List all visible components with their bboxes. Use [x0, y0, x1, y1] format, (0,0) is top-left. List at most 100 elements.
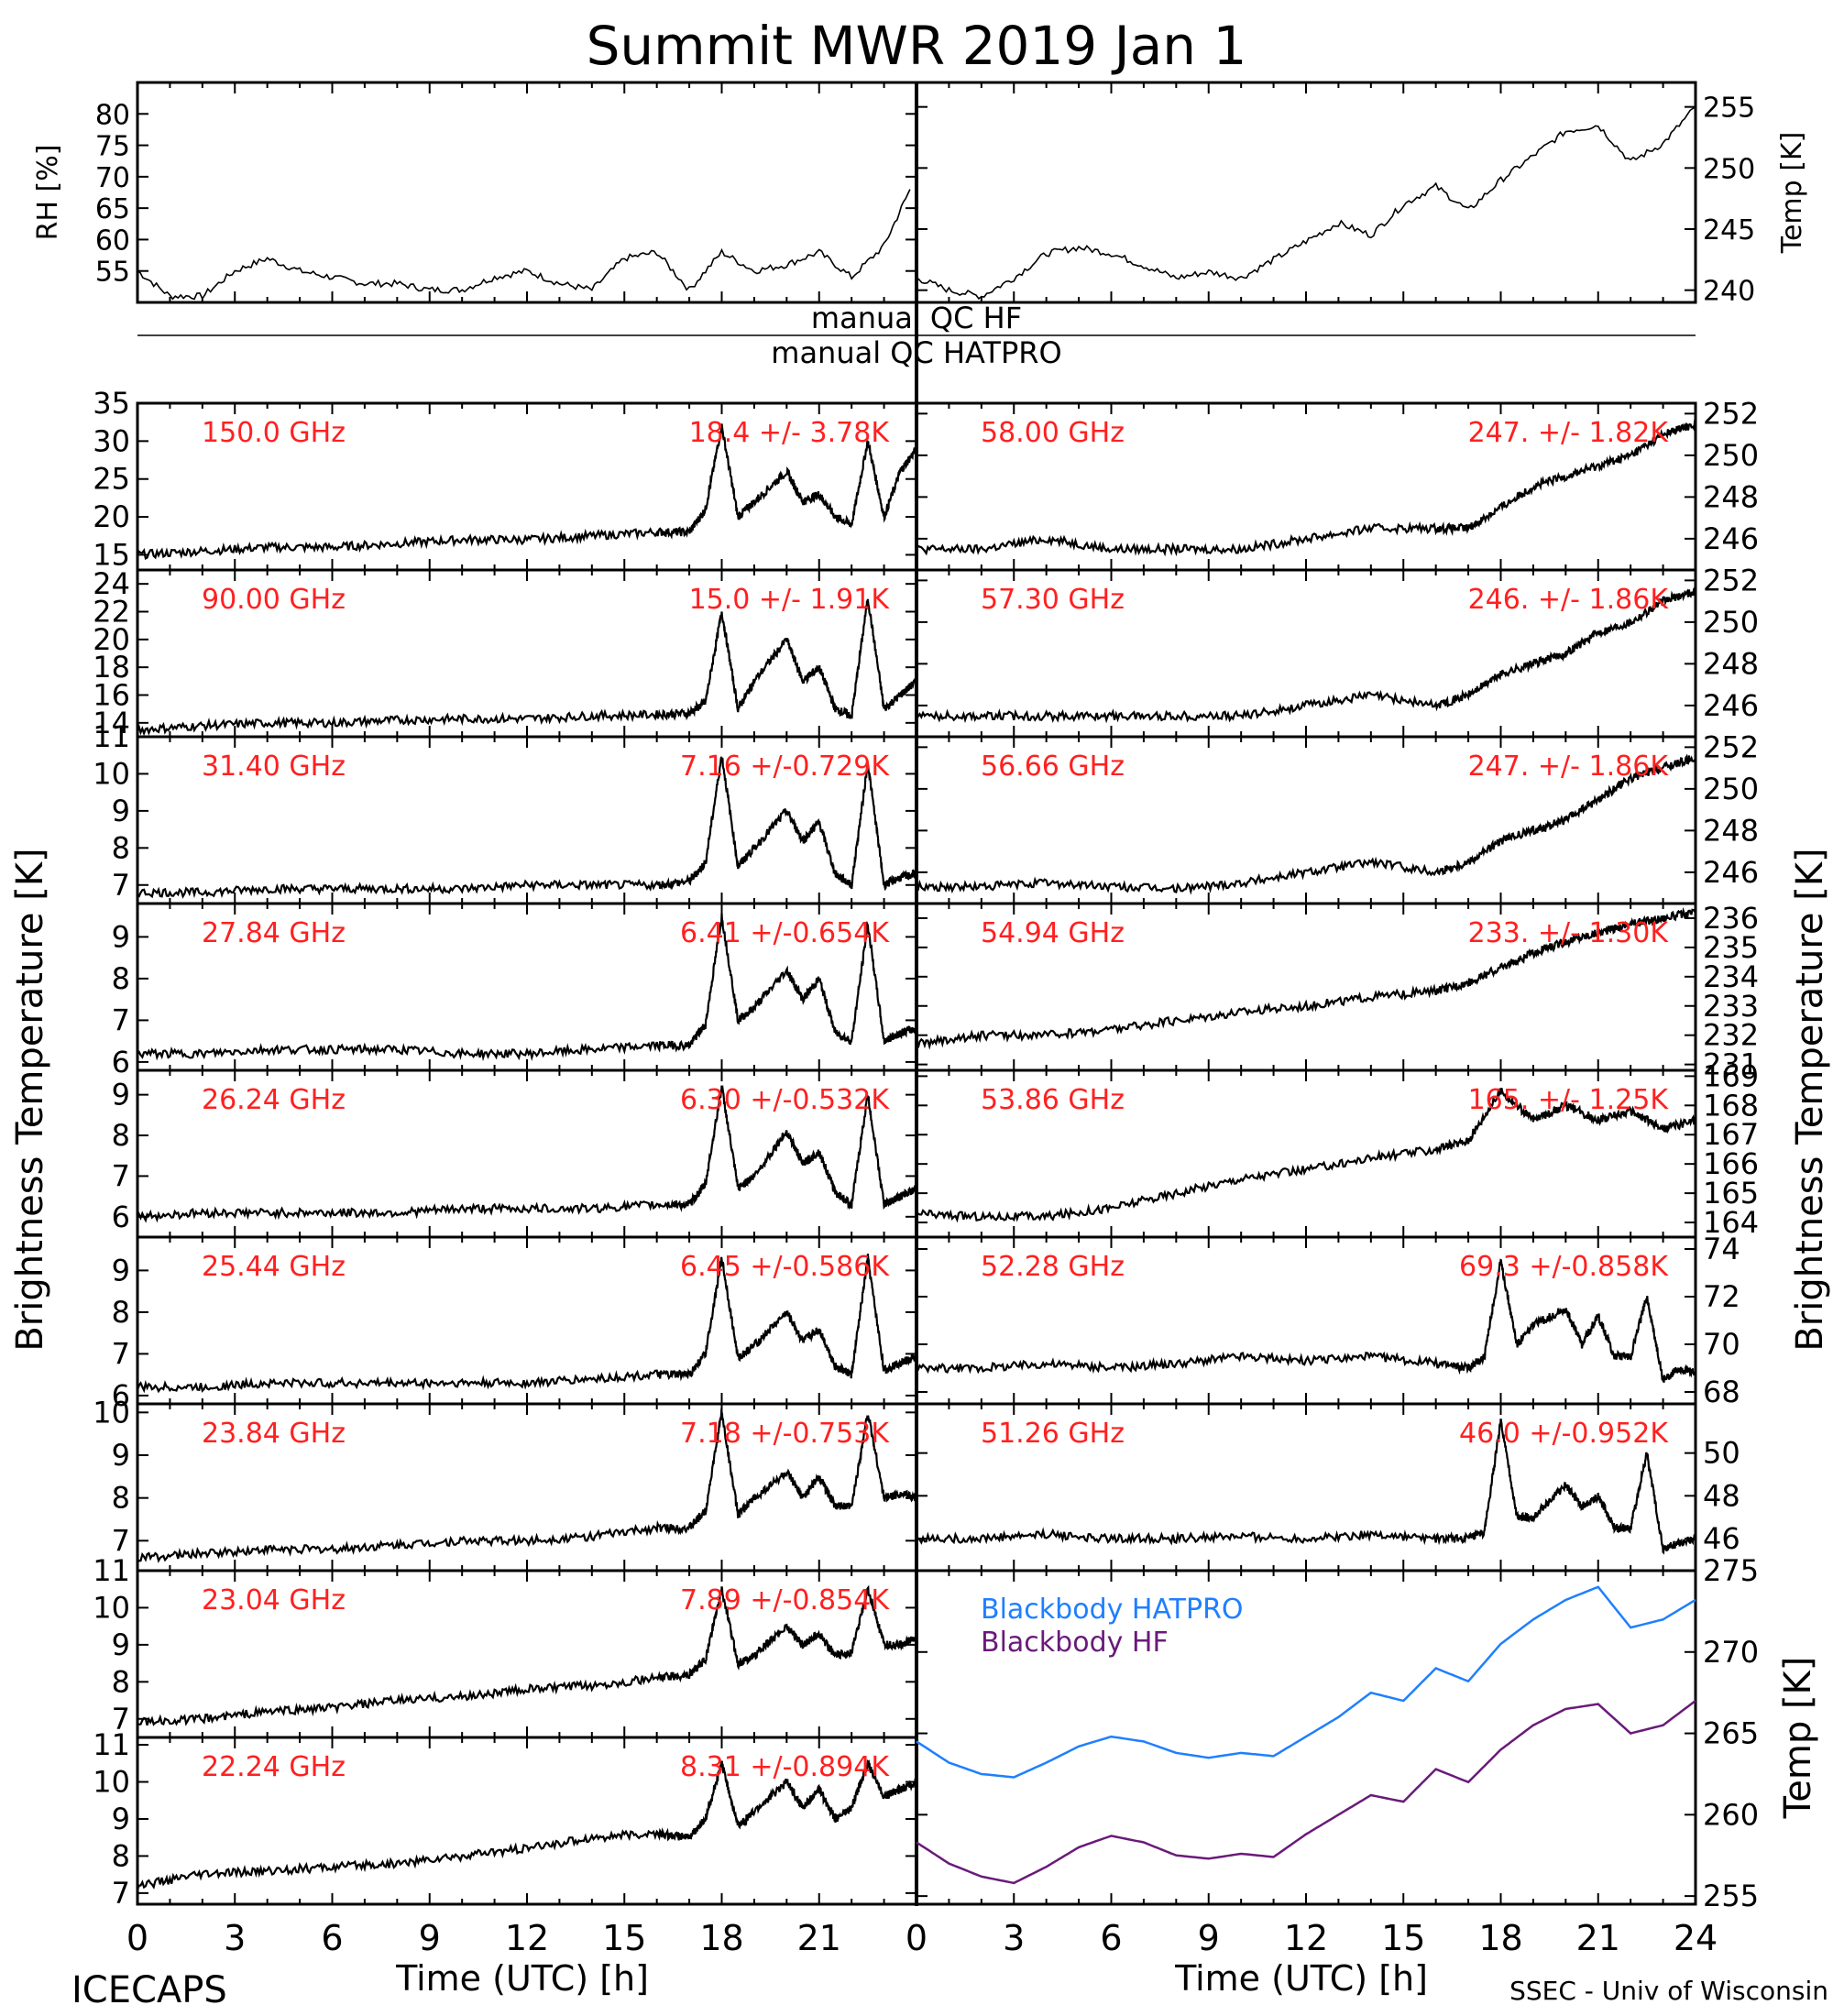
channel-stat-label: 7.16 +/-0.729K [680, 751, 890, 783]
panel-ch52_28: 68 70 72 74 52.28 GHz 69.3 +/-0.858K [915, 1232, 1740, 1409]
x-tick-label: 24 [1674, 1918, 1718, 1958]
series-line-blackbody-1 [916, 1700, 1696, 1885]
qc-hatpro-label: manual QC HATPRO [771, 335, 1061, 370]
y-tick-label: 55 [95, 257, 130, 289]
y-tick-label: 35 [93, 386, 130, 421]
y-tick-label: 9 [112, 1078, 130, 1112]
y-tick-label: 80 [95, 99, 130, 131]
right-axis-label: Brightness Temperature [K] [1789, 848, 1831, 1351]
series-line-ch57_30 [916, 585, 1697, 724]
channel-frequency-label: 58.00 GHz [981, 417, 1125, 449]
y-tick-label: 246 [1703, 688, 1759, 723]
legend-blackbody-hatpro: Blackbody HATPRO [981, 1594, 1244, 1626]
y-tick-label: 8 [112, 1838, 130, 1873]
y-tick-label: 70 [95, 162, 130, 194]
channel-stat-label: 233. +/- 1.30K [1468, 917, 1670, 949]
footer-left-label: ICECAPS [71, 1969, 227, 2011]
y-tick-label: 167 [1703, 1117, 1759, 1152]
y-tick-label: 270 [1703, 1635, 1759, 1670]
x-tick-label: 12 [1284, 1918, 1328, 1958]
y-tick-label: 8 [112, 1481, 130, 1516]
y-tick-label: 250 [1703, 438, 1759, 473]
y-tick-label: 231 [1703, 1047, 1759, 1082]
y-tick-label: 240 [1703, 276, 1755, 308]
x-tick-label: 6 [1100, 1918, 1122, 1958]
y-tick-label: 252 [1703, 563, 1759, 597]
y-tick-label: 255 [1703, 93, 1755, 125]
y-tick-label: 22 [93, 595, 130, 630]
x-tick-label: 12 [505, 1918, 549, 1958]
channel-stat-label: 6.45 +/-0.586K [680, 1251, 890, 1283]
left-axis-label: Brightness Temperature [K] [9, 848, 51, 1351]
channel-frequency-label: 23.84 GHz [202, 1418, 346, 1450]
series-line-ch53_86 [916, 1088, 1696, 1223]
y-tick-label: 11 [93, 1553, 130, 1588]
panel-temp: 240 245 250 255 Temp [K] [915, 81, 1808, 308]
y-tick-label: 18 [93, 650, 130, 685]
y-tick-label: 20 [93, 499, 130, 534]
y-tick-label: 60 [95, 225, 130, 257]
y-tick-label: 168 [1703, 1088, 1759, 1123]
figure-title: Summit MWR 2019 Jan 1 [587, 15, 1247, 77]
y-tick-label: 8 [112, 1118, 130, 1153]
y-tick-label: 10 [93, 1590, 130, 1625]
panel-ch25: 6 7 8 9 25.44 GHz 6.45 +/-0.586K [112, 1235, 918, 1413]
y-tick-label: 20 [93, 622, 130, 657]
x-tick-labels: 0 3 6 9 12 15 18 21 0 3 6 9 12 15 18 21 24 [126, 1918, 1718, 1958]
y-tick-label: 14 [93, 706, 130, 740]
channel-frequency-label: 53.86 GHz [981, 1084, 1125, 1116]
channel-stat-label: 6.41 +/-0.654K [680, 917, 890, 949]
series-line-ch25 [136, 1254, 918, 1394]
channel-frequency-label: 57.30 GHz [981, 584, 1125, 616]
qc-hf-label: manual QC HF [811, 301, 1022, 335]
series-line-ch52_28 [916, 1258, 1696, 1383]
x-tick-label: 3 [1003, 1918, 1025, 1958]
y-tick-label: 9 [112, 1627, 130, 1662]
channel-stat-label: 69.3 +/-0.858K [1459, 1251, 1669, 1283]
series-line-ch56_66 [916, 753, 1697, 895]
panel-ch51_26: 46 48 50 51.26 GHz 46.0 +/-0.952K [915, 1402, 1740, 1572]
x-tick-label: 15 [1381, 1918, 1425, 1958]
y-tick-label: 232 [1703, 1018, 1759, 1053]
blackbody-temp-axis-label: Temp [K] [1777, 1657, 1819, 1820]
y-tick-label: 233 [1703, 989, 1759, 1024]
y-tick-label: 25 [93, 462, 130, 497]
channel-stat-label: 46.0 +/-0.952K [1459, 1418, 1669, 1450]
x-tick-label: 3 [224, 1918, 246, 1958]
channel-frequency-label: 54.94 GHz [981, 917, 1125, 949]
y-tick-label: 7 [112, 1876, 130, 1911]
series-line-ch58 [916, 418, 1697, 557]
panel-ch27: 6 7 8 9 27.84 GHz 6.41 +/-0.654K [112, 902, 918, 1079]
x-tick-label: 18 [699, 1918, 743, 1958]
y-tick-label: 9 [112, 794, 130, 828]
series-line-ch51_26 [916, 1419, 1696, 1555]
y-tick-label: 24 [93, 566, 130, 601]
y-tick-label: 252 [1703, 396, 1759, 431]
channel-frequency-label: 22.24 GHz [202, 1751, 346, 1783]
series-line-ch54_94 [915, 906, 1696, 1050]
channel-frequency-label: 150.0 GHz [202, 417, 346, 449]
channel-stat-label: 165. +/- 1.25K [1468, 1084, 1670, 1116]
y-tick-label: 7 [112, 1523, 130, 1558]
y-tick-label: 248 [1703, 646, 1759, 681]
channel-stat-label: 18.4 +/- 3.78K [689, 417, 891, 449]
y-tick-label: 260 [1703, 1797, 1759, 1832]
footer-right-label: SSEC - Univ of Wisconsin [1509, 1976, 1828, 2006]
y-tick-label: 11 [93, 719, 130, 754]
x-tick-label: 0 [906, 1918, 927, 1958]
channel-stat-label: 15.0 +/- 1.91K [689, 584, 891, 616]
y-tick-label: 265 [1703, 1716, 1759, 1751]
y-tick-label: 169 [1703, 1058, 1759, 1093]
y-tick-label: 245 [1703, 214, 1755, 247]
channel-frequency-label: 31.40 GHz [202, 751, 346, 783]
y-tick-label: 11 [93, 1727, 130, 1762]
y-tick-label: 7 [112, 868, 130, 903]
panel-ch58: 246 248 250 252 58.00 GHz 247. +/- 1.82K [915, 396, 1759, 572]
x-axis-label-left: Time (UTC) [h] [395, 1958, 649, 1999]
y-tick-label: 252 [1703, 729, 1759, 764]
channel-stat-label: 247. +/- 1.82K [1468, 417, 1670, 449]
y-tick-label: 46 [1703, 1521, 1740, 1556]
